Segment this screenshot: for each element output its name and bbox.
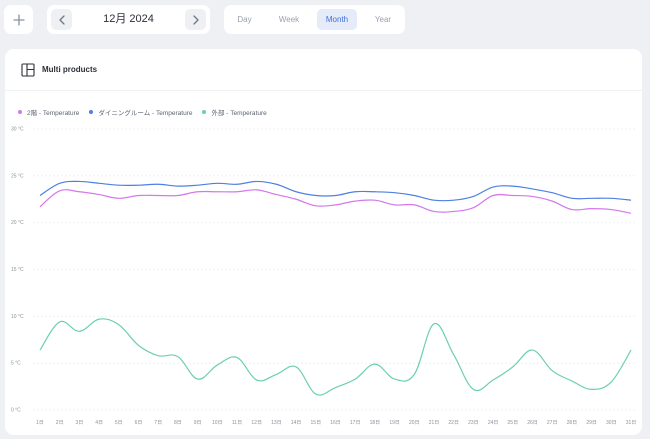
y-tick-label: 0 °C [11,408,21,414]
dashboard-layout-icon [21,63,35,77]
x-tick-label: 5日 [115,420,123,426]
legend-dot [18,110,22,114]
card-header: Multi products [5,49,642,91]
chart-legend: 2階 - Temperature ダイニングルーム - Temperature … [18,106,277,118]
x-tick-label: 20日 [409,420,420,426]
tab-day[interactable]: Day [237,15,252,24]
legend-label: ダイニングルーム - Temperature [98,110,193,117]
x-tick-label: 8日 [174,420,182,426]
x-tick-label: 30日 [606,420,617,426]
y-tick-label: 10 °C [11,314,24,320]
x-tick-label: 25日 [508,420,519,426]
plus-icon [12,13,25,26]
legend-dot [202,110,207,114]
x-tick-label: 9日 [194,420,202,426]
y-tick-label: 15 °C [11,267,24,273]
period-tabs: Day Week Month Year [224,5,405,34]
x-tick-label: 21日 [429,420,440,426]
x-tick-label: 14日 [291,420,302,426]
chevron-left-icon [58,14,65,25]
y-tick-label: 20 °C [11,220,24,226]
tab-month[interactable]: Month [317,9,357,30]
toolbar: 12月 2024 Day Week Month Year [0,0,650,40]
current-month-label: 12月 2024 [103,13,154,25]
x-tick-label: 2日 [56,420,64,426]
x-tick-label: 26日 [527,420,538,426]
x-tick-label: 22日 [448,420,459,426]
x-tick-label: 13日 [271,420,282,426]
series-line-dining[interactable] [39,180,632,202]
next-month-button[interactable] [185,9,206,30]
add-button[interactable] [4,5,33,34]
x-tick-label: 16日 [330,420,341,426]
x-tick-label: 28日 [567,420,578,426]
y-tick-label: 5 °C [11,361,21,367]
x-tick-label: 15日 [311,420,322,426]
x-tick-label: 29日 [586,420,597,426]
previous-month-button[interactable] [51,9,72,30]
tab-week[interactable]: Week [278,15,300,24]
temperature-line-chart: 0 °C 5 °C 10 °C 15 °C 20 °C 25 °C 30 °C 1日 2日 3日… [11,127,637,427]
y-tick-label: 25 °C [11,173,24,179]
month-navigator: 12月 2024 [47,5,210,34]
x-tick-label: 7日 [154,420,162,426]
x-tick-label: 3日 [76,420,84,426]
x-tick-label: 23日 [468,420,479,426]
card-title: Multi products [42,65,98,74]
x-tick-label: 11日 [232,420,242,426]
x-tick-label: 6日 [135,420,143,426]
x-tick-label: 12日 [251,420,262,426]
chevron-right-icon [192,14,199,25]
series-line-2f[interactable] [39,189,632,214]
x-tick-label: 4日 [95,420,103,426]
legend-item-2f[interactable]: 2階 - Temperature [18,107,79,117]
legend-label: 外部 - Temperature [211,110,267,117]
legend-dot [89,110,94,114]
x-tick-label: 10日 [212,420,223,426]
tab-year[interactable]: Year [374,15,392,24]
legend-item-outside[interactable]: 外部 - Temperature [202,107,267,117]
x-tick-label: 24日 [488,420,499,426]
x-tick-label: 31日 [626,420,637,426]
x-tick-label: 27日 [547,420,558,426]
legend-label: 2階 - Temperature [27,110,80,117]
series-line-outside[interactable] [39,318,632,396]
y-tick-label: 30 °C [11,127,24,133]
x-tick-label: 19日 [389,420,400,426]
chart-card: Multi products 2階 - Temperature ダイニングルーム… [5,49,642,435]
x-tick-label: 17日 [350,420,361,426]
x-tick-label: 1日 [36,420,44,426]
x-tick-label: 18日 [370,420,381,426]
legend-item-dining[interactable]: ダイニングルーム - Temperature [89,107,192,117]
